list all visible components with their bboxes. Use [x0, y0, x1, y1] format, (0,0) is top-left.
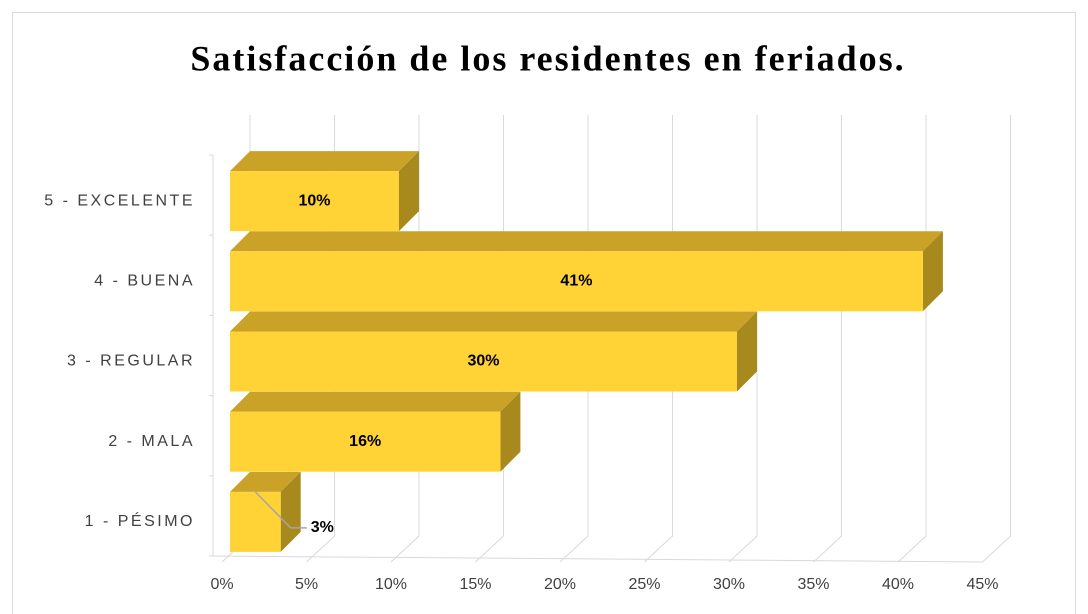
chart-title: Satisfacción de los residentes en feriad…	[190, 38, 905, 78]
bar	[230, 251, 923, 312]
bar-top	[230, 231, 943, 252]
bar	[230, 491, 281, 552]
category-label: 4 - BUENA	[94, 273, 195, 290]
bar	[230, 171, 399, 232]
data-label: 10%	[298, 192, 330, 209]
bar-top	[230, 151, 419, 172]
x-tick-label: 15%	[459, 576, 491, 593]
category-label: 2 - MALA	[108, 433, 195, 450]
x-axis-line	[212, 555, 983, 563]
bar-side	[280, 471, 301, 552]
data-label: 3%	[311, 519, 334, 536]
category-label: 5 - EXCELENTE	[44, 192, 195, 209]
bar-top	[230, 391, 521, 412]
category-label: 3 - REGULAR	[67, 353, 195, 370]
x-tick-label: 25%	[628, 576, 660, 593]
category-label: 1 - PÉSIMO	[85, 511, 195, 530]
x-tick-label: 35%	[797, 576, 829, 593]
bar-top	[230, 471, 301, 492]
data-label: 30%	[467, 353, 499, 370]
bar-side	[399, 151, 419, 232]
grid-line	[982, 115, 1011, 563]
x-tick-label: 45%	[966, 576, 998, 593]
bar-side	[922, 231, 943, 312]
bar	[230, 411, 501, 472]
leader-line	[254, 491, 307, 529]
data-label: 41%	[560, 273, 592, 290]
x-tick-label: 30%	[713, 576, 745, 593]
bar	[230, 331, 737, 392]
x-tick-label: 0%	[210, 576, 233, 593]
x-tick-label: 40%	[882, 576, 914, 593]
x-tick-label: 10%	[375, 576, 407, 593]
data-label: 16%	[349, 433, 381, 450]
bar-side	[500, 391, 521, 472]
bar-top	[230, 311, 757, 332]
x-tick-label: 20%	[544, 576, 576, 593]
bar-side	[737, 311, 757, 392]
x-tick-label: 5%	[295, 576, 318, 593]
